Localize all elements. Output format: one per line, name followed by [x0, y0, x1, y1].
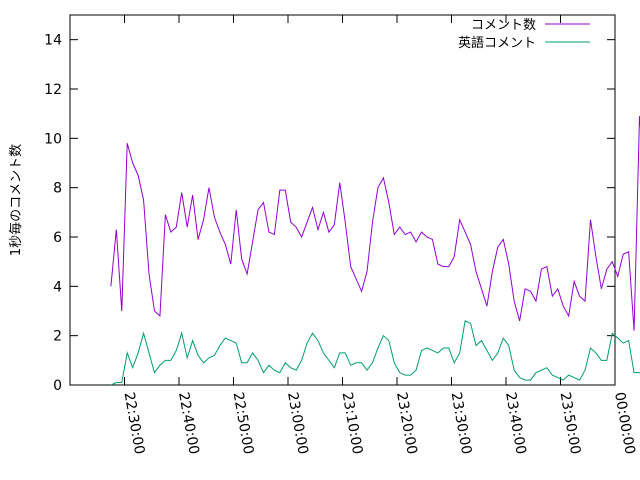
legend-label: コメント数	[471, 18, 536, 33]
x-tick-label: 23:40:00	[502, 391, 529, 456]
x-axis: 22:30:00 22:40:00 22:50:00 23:00:00 23:10:00…	[121, 15, 638, 456]
legend-label: 英語コメント	[458, 35, 536, 51]
y-axis: 0 2 4 6 8 10 12 14	[44, 33, 615, 394]
x-tick-label: 23:10:00	[339, 391, 366, 456]
series-layer	[110, 116, 640, 386]
y-tick-label: 0	[53, 378, 62, 394]
y-tick-label: 14	[44, 33, 62, 49]
x-tick-label: 23:20:00	[393, 391, 420, 456]
x-tick-label: 22:30:00	[121, 391, 148, 456]
y-axis-label: 1秒毎のコメント数	[8, 144, 24, 256]
x-tick-label: 23:00:00	[284, 391, 311, 456]
y-tick-label: 4	[53, 279, 62, 295]
x-tick-label: 23:30:00	[448, 391, 475, 456]
x-tick-label: 23:50:00	[557, 391, 584, 456]
x-tick-label: 22:50:00	[230, 391, 257, 456]
y-tick-label: 12	[44, 82, 62, 98]
series-line-2	[110, 320, 640, 386]
y-tick-label: 6	[53, 230, 62, 246]
y-tick-label: 8	[53, 181, 62, 197]
series-line-1	[110, 116, 640, 331]
x-tick-label: 00:00:00	[611, 391, 638, 456]
x-tick-label: 22:40:00	[175, 391, 202, 456]
y-tick-label: 2	[53, 329, 62, 345]
y-tick-label: 10	[44, 131, 62, 147]
